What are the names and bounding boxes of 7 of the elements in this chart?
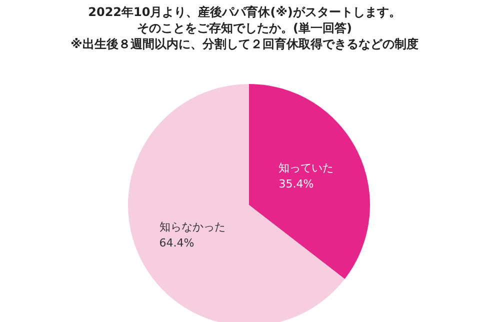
data-label: 64.4% xyxy=(159,236,194,250)
slice-label: 知っていた xyxy=(278,162,334,175)
chart-title: 2022年10月より、産後パパ育休(※)がスタートします。 xyxy=(87,4,402,20)
data-label: 35.4% xyxy=(278,178,314,191)
slice-label: 知らなかった xyxy=(159,220,226,234)
chart-subtitle: そのことをご存知でしたか。(単一回答) xyxy=(136,20,353,36)
text: ※出生後８週間以内に、分割して２回育休取得できるなどの制度 xyxy=(70,36,420,52)
